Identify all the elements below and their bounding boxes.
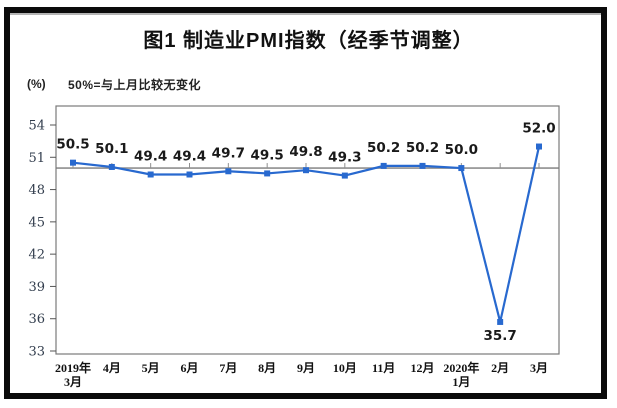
data-point-label: 52.0 — [522, 121, 555, 137]
data-point-label: 49.3 — [328, 150, 361, 166]
x-axis-label: 7月 — [219, 361, 237, 375]
x-axis-label: 12月 — [410, 361, 434, 375]
x-axis-label: 5月 — [142, 361, 160, 375]
chart-subtitle: 50%=与上月比较无变化 — [68, 78, 202, 92]
data-point-label: 50.5 — [56, 137, 89, 153]
y-tick-label: 33 — [28, 345, 45, 360]
data-point-marker — [341, 172, 348, 179]
y-axis-unit-label: (%) — [27, 77, 46, 91]
data-point-marker — [225, 168, 232, 175]
plot-border — [55, 105, 560, 355]
x-axis-label: 2019年 — [55, 360, 91, 375]
y-tick-label: 39 — [28, 280, 45, 295]
data-point-label: 49.4 — [173, 149, 206, 165]
data-point-marker — [303, 167, 309, 174]
data-point-marker — [147, 171, 154, 178]
data-point-marker — [108, 163, 115, 170]
x-axis-label: 6月 — [180, 361, 198, 375]
x-axis-label: 9月 — [297, 361, 315, 375]
data-point-marker — [264, 170, 271, 177]
data-point-marker — [380, 162, 387, 169]
data-point-label: 49.5 — [251, 147, 284, 163]
data-point-label: 49.4 — [134, 149, 167, 165]
y-tick-label: 36 — [28, 312, 45, 327]
x-axis-label: 8月 — [258, 361, 276, 375]
data-point-label: 49.7 — [212, 145, 245, 161]
x-axis-label: 1月 — [452, 375, 470, 389]
top-divider-line — [10, 13, 601, 15]
data-point-label: 50.2 — [406, 140, 439, 156]
x-axis-label: 3月 — [64, 375, 82, 389]
y-tick-label: 48 — [28, 183, 45, 198]
y-tick-label: 54 — [28, 119, 45, 134]
x-axis-label: 11月 — [372, 361, 395, 375]
data-point-marker — [70, 159, 76, 166]
data-point-marker — [186, 171, 193, 178]
chart-title: 图1 制造业PMI指数（经季节调整） — [143, 30, 474, 52]
x-axis-label: 2月 — [491, 361, 509, 375]
x-axis-label: 2020年 — [443, 360, 479, 375]
data-point-label: 50.2 — [367, 140, 400, 156]
y-tick-label: 45 — [28, 215, 45, 230]
x-axis-label: 10月 — [333, 361, 357, 375]
data-point-marker — [458, 165, 465, 172]
data-point-label: 49.8 — [289, 144, 322, 160]
x-axis-label: 4月 — [103, 361, 121, 375]
figure-frame — [4, 7, 607, 399]
data-point-label: 35.7 — [484, 328, 517, 344]
data-point-marker — [419, 162, 426, 169]
data-point-label: 50.1 — [95, 141, 128, 157]
data-point-marker — [536, 143, 542, 150]
data-point-label: 50.0 — [445, 142, 478, 158]
y-tick-label: 42 — [28, 248, 45, 263]
y-tick-label: 51 — [28, 151, 45, 166]
x-axis-label: 3月 — [530, 361, 548, 375]
data-point-marker — [497, 318, 504, 325]
